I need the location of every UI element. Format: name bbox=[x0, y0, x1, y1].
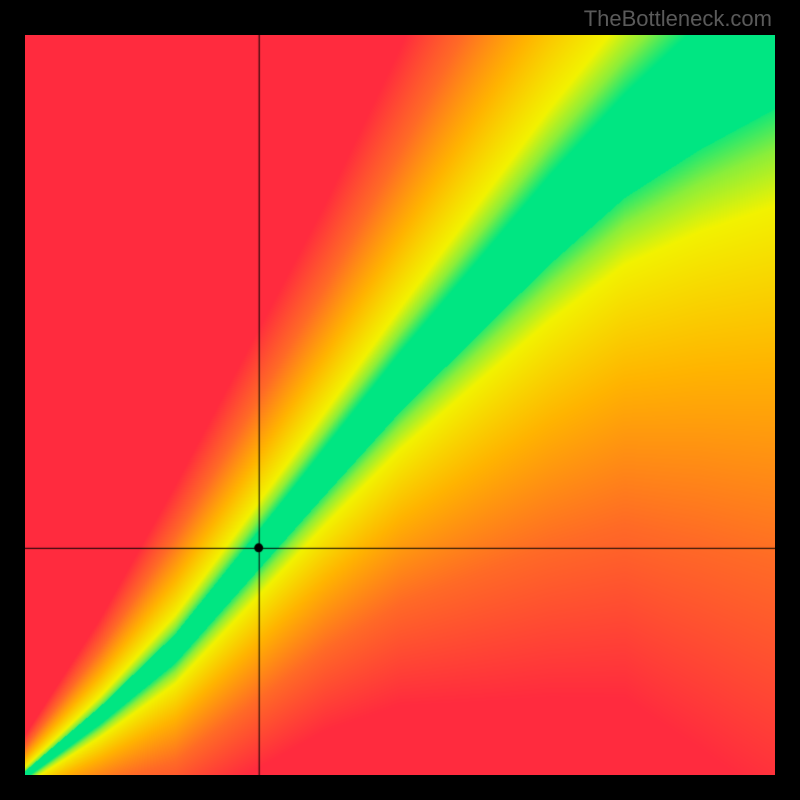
heatmap-plot bbox=[25, 35, 775, 775]
heatmap-canvas bbox=[25, 35, 775, 775]
chart-frame bbox=[25, 35, 775, 775]
watermark-text: TheBottleneck.com bbox=[584, 6, 772, 32]
